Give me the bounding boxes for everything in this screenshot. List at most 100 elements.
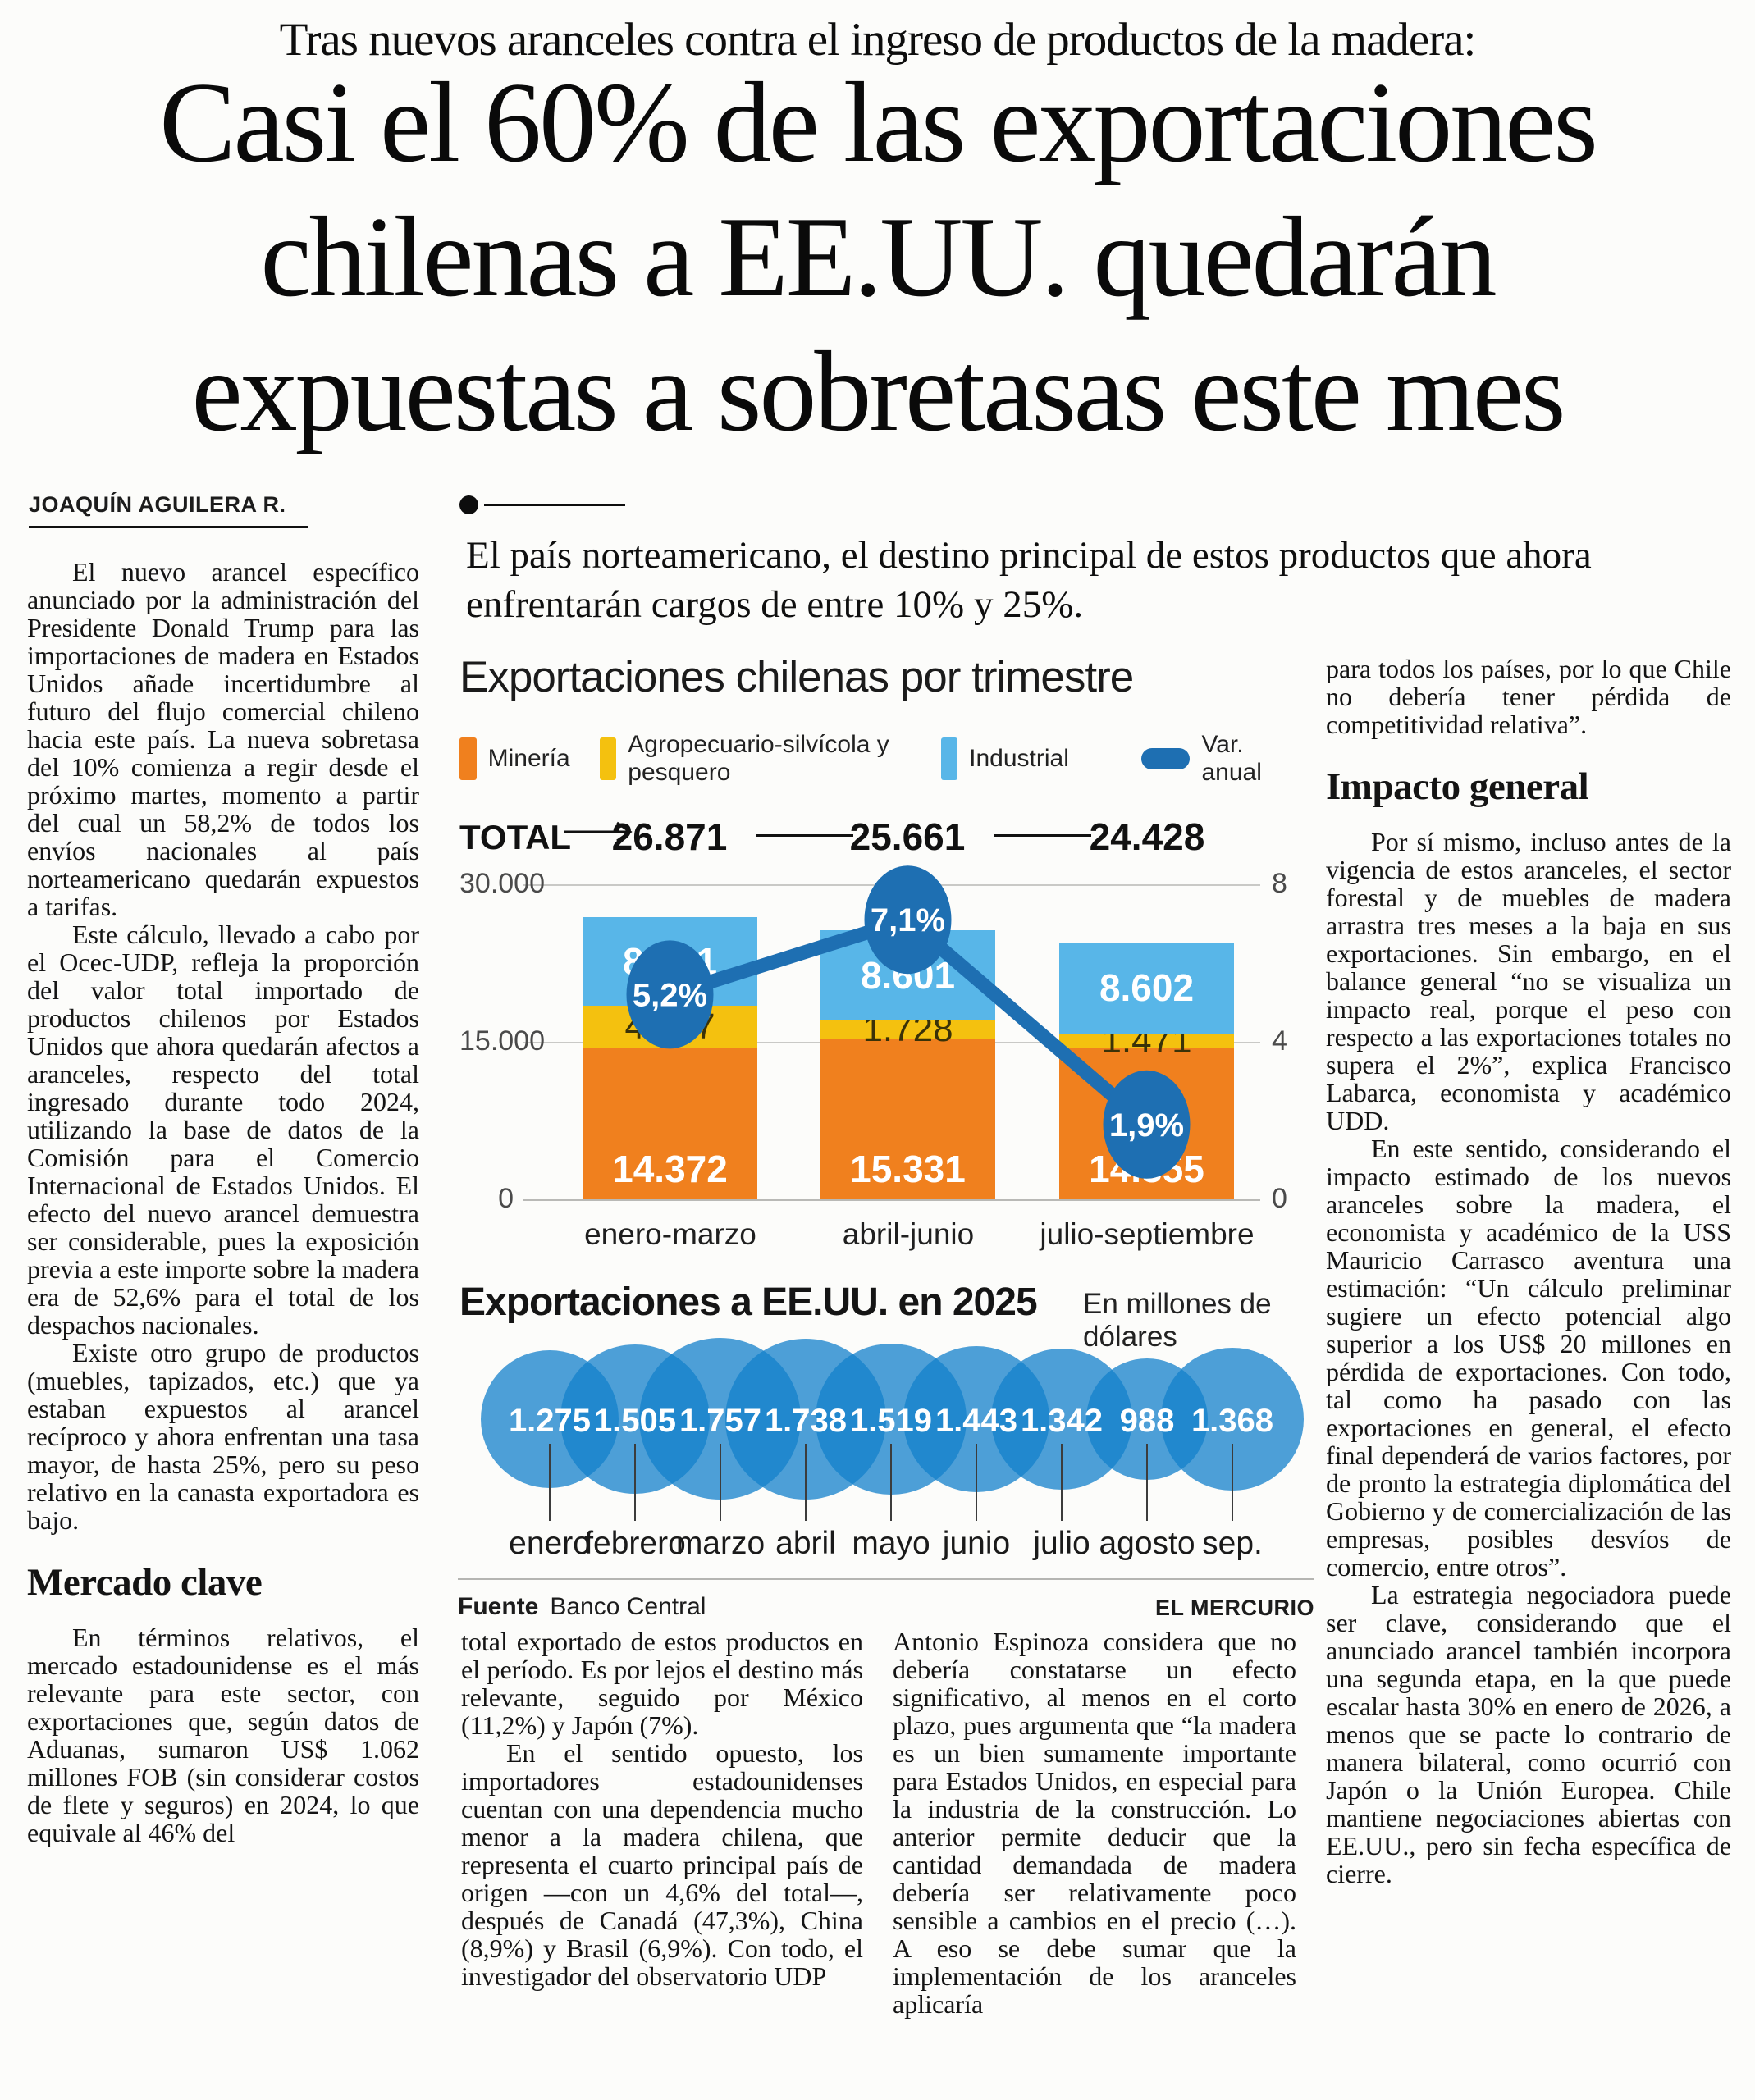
monthly-exports-bubble-chart: Exportaciones a EE.UU. en 2025 En millon…	[458, 1280, 1314, 1575]
right-axis-tick: 4	[1272, 1025, 1287, 1057]
article-column-1: El nuevo arancel específico anunciado po…	[27, 558, 419, 1847]
paragraph: Existe otro grupo de productos (muebles,…	[27, 1338, 419, 1535]
segment-value: 8.602	[1099, 966, 1195, 1010]
bubble-value: 1.443	[935, 1403, 1018, 1439]
source-label: Fuente	[458, 1593, 539, 1620]
bubble-callout-line	[634, 1444, 636, 1521]
section-heading-mercado-clave: Mercado clave	[27, 1561, 263, 1604]
bubble-callout-line	[1146, 1444, 1148, 1521]
bubble-value: 1.505	[593, 1403, 677, 1439]
arrow-right-icon	[564, 821, 633, 842]
stacked-bar-q3: 14.355 1.471 8.602	[1059, 943, 1234, 1199]
legend-label-var-anual: Var. anual	[1201, 731, 1262, 786]
chart-legend: Minería Agropecuario-silvícola y pesquer…	[459, 731, 1314, 787]
paragraph: Antonio Espinoza considera que no deberí…	[893, 1627, 1296, 2019]
segment-value: 14.355	[1089, 1148, 1204, 1190]
month-label: febrero	[584, 1526, 686, 1561]
month-label: marzo	[675, 1526, 766, 1561]
chart-subtitle: En millones de dólares	[1083, 1288, 1272, 1353]
quarterly-exports-chart: Exportaciones chilenas por trimestre Min…	[458, 652, 1314, 1267]
total-q3: 24.428	[1089, 815, 1205, 858]
standfirst: El país norteamericano, el destino princ…	[466, 534, 1592, 626]
segment-value: 8.601	[860, 953, 956, 997]
bubble-callout-line	[805, 1444, 807, 1521]
article-column-2: total exportado de estos productos en el…	[461, 1628, 863, 1990]
bubble-value: 988	[1119, 1403, 1175, 1439]
bubble-callout-line	[720, 1444, 721, 1521]
paragraph: El nuevo arancel específico anunciado po…	[27, 557, 419, 921]
headline-line-1: Casi el 60% de las exportaciones	[159, 59, 1598, 186]
gridline-0	[523, 1199, 1260, 1201]
stacked-bar-q2: 15.331 1.728 8.601	[820, 929, 995, 1199]
legend-swatch-mineria	[459, 737, 477, 780]
bubble-plot-area: 1.275 1.505 1.757 1.738 1.519 1.443 1.34…	[459, 1327, 1313, 1573]
segment-value: 4.037	[624, 1007, 715, 1048]
segment-mineria: 15.331	[820, 1038, 995, 1199]
month-label: junio	[942, 1526, 1011, 1561]
segment-mineria: 14.355	[1059, 1048, 1234, 1199]
paragraph: Por sí mismo, incluso antes de la vigenc…	[1326, 827, 1731, 1135]
legend-line-pill-icon	[1140, 748, 1191, 769]
stacked-bar-q1: 14.372 4.037 8.461	[583, 917, 757, 1199]
total-label: TOTAL	[459, 818, 572, 856]
bubble-value: 1.368	[1191, 1403, 1274, 1439]
total-q1: 26.871	[611, 815, 728, 858]
segment-mineria: 14.372	[583, 1048, 757, 1199]
legend-label-industrial: Industrial	[969, 745, 1069, 772]
legend-label-agropecuario: Agropecuario-silvícola y pesquero	[628, 731, 889, 786]
paragraph: En el sentido opuesto, los importadores …	[461, 1738, 863, 1991]
paragraph: En términos relativos, el mercado estado…	[27, 1623, 419, 1847]
paragraph: total exportado de estos productos en el…	[461, 1627, 863, 1740]
x-axis-label: abril-junio	[842, 1217, 975, 1251]
segment-agropecuario: 1.728	[820, 1009, 995, 1049]
legend-label-mineria: Minería	[487, 745, 570, 772]
bubble-callout-line	[976, 1444, 977, 1521]
paragraph: Este cálculo, llevado a cabo por el Ocec…	[27, 920, 419, 1340]
total-divider-line	[994, 834, 1091, 837]
segment-value: 15.331	[850, 1148, 966, 1190]
bar-plot-area: 30.000 15.000 0 8 4 0 14.372 4.037 8.461…	[459, 853, 1313, 1263]
x-axis-label: enero-marzo	[584, 1217, 756, 1251]
bubble-value: 1.275	[508, 1403, 592, 1439]
totals-row: TOTAL 26.871 25.661 24.428	[459, 813, 1313, 859]
bubble-value: 1.519	[849, 1403, 933, 1439]
segment-industrial: 8.461	[583, 917, 757, 1007]
headline: Casi el 60% de las exportaciones chilena…	[0, 56, 1755, 459]
month-label: agosto	[1099, 1526, 1195, 1561]
month-label: julio	[1033, 1526, 1090, 1561]
section-heading-impacto-general: Impacto general	[1326, 765, 1589, 808]
chart-source-row: Fuente Banco Central EL MERCURIO	[458, 1578, 1314, 1621]
segment-agropecuario: 1.471	[1059, 1020, 1234, 1061]
paragraph: para todos los países, por lo que Chile …	[1326, 654, 1731, 739]
left-axis-tick: 15.000	[459, 1025, 545, 1057]
bubble-callout-line	[1061, 1444, 1063, 1521]
x-axis-label: julio-septiembre	[1040, 1217, 1255, 1251]
bubble-value: 1.342	[1020, 1403, 1104, 1439]
source: Fuente Banco Central	[458, 1593, 706, 1621]
left-axis-tick: 0	[498, 1183, 514, 1214]
byline: JOAQUÍN AGUILERA R.	[29, 492, 308, 528]
right-axis-tick: 8	[1272, 868, 1287, 899]
total-divider-line	[756, 834, 853, 837]
rule-line	[484, 504, 625, 506]
legend-swatch-agropecuario	[599, 737, 617, 780]
bubble-value: 1.757	[679, 1403, 762, 1439]
month-label: sep.	[1202, 1526, 1263, 1561]
paragraph: En este sentido, considerando el impacto…	[1326, 1134, 1731, 1582]
month-label: enero	[509, 1526, 591, 1561]
headline-line-3: expuestas a sobretasas este mes	[191, 327, 1566, 455]
chart-title: Exportaciones a EE.UU. en 2025	[459, 1281, 1038, 1324]
article-column-3: Antonio Espinoza considera que no deberí…	[893, 1628, 1296, 2018]
headline-line-2: chilenas a EE.UU. quedarán	[260, 193, 1497, 321]
standfirst-bullet-rule	[459, 495, 706, 517]
bubble-callout-line	[549, 1444, 551, 1521]
segment-value: 8.461	[622, 940, 718, 984]
month-label: abril	[775, 1526, 836, 1561]
month-label: mayo	[852, 1526, 930, 1561]
left-axis-tick: 30.000	[459, 868, 545, 899]
gridline-30000	[523, 884, 1260, 886]
chart-title: Exportaciones chilenas por trimestre	[459, 653, 1134, 701]
bubble-callout-line	[1232, 1444, 1233, 1521]
segment-industrial: 8.602	[1059, 943, 1234, 1034]
